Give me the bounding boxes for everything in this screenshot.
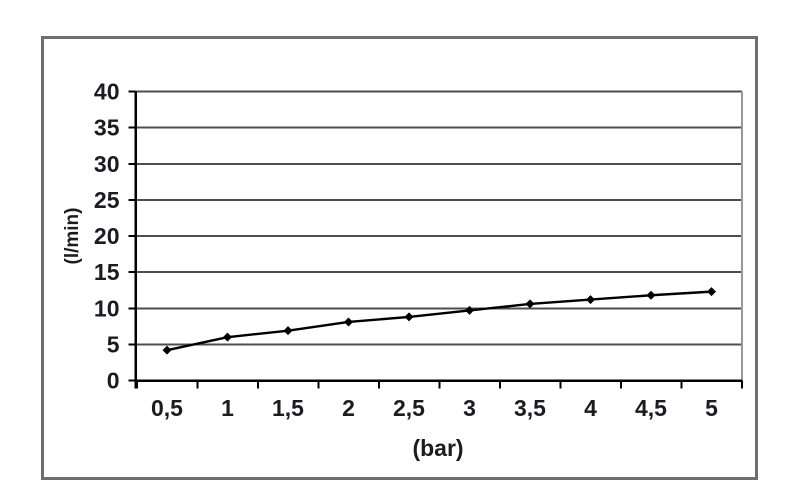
y-tick-label: 35 (94, 115, 120, 141)
x-tick-label: 4,5 (635, 395, 667, 421)
x-tick-label: 1,5 (272, 395, 304, 421)
x-tick-label: 5 (705, 395, 718, 421)
data-point-marker (404, 312, 414, 322)
chart-border (41, 36, 758, 480)
x-tick-label: 1 (221, 395, 234, 421)
x-tick-label: 2 (342, 395, 355, 421)
data-point-marker (465, 305, 474, 315)
data-point-marker (283, 326, 293, 336)
y-tick-label: 20 (94, 223, 120, 249)
x-tick-label: 2,5 (393, 395, 425, 421)
x-tick-label: 3 (463, 395, 476, 421)
y-tick-label: 10 (94, 295, 120, 321)
y-tick-label: 30 (94, 151, 120, 177)
data-point-marker (344, 317, 353, 327)
data-point-marker (707, 287, 716, 297)
y-tick-label: 15 (94, 259, 120, 285)
x-tick-label: 4 (584, 395, 597, 421)
data-point-marker (525, 299, 535, 309)
y-tick-label: 40 (94, 79, 120, 105)
x-tick-label: 3,5 (514, 395, 546, 421)
y-tick-label: 25 (94, 187, 120, 213)
y-tick-label: 5 (107, 331, 120, 357)
data-point-marker (162, 345, 172, 355)
data-point-marker (646, 290, 656, 300)
x-axis-title: (bar) (412, 435, 463, 461)
y-tick-label: 0 (107, 368, 120, 394)
data-point-marker (223, 332, 232, 342)
x-tick-label: 0,5 (151, 395, 183, 421)
data-point-marker (586, 295, 595, 305)
y-axis-title: (l/min) (62, 208, 83, 265)
flow-curve-line (166, 290, 712, 352)
